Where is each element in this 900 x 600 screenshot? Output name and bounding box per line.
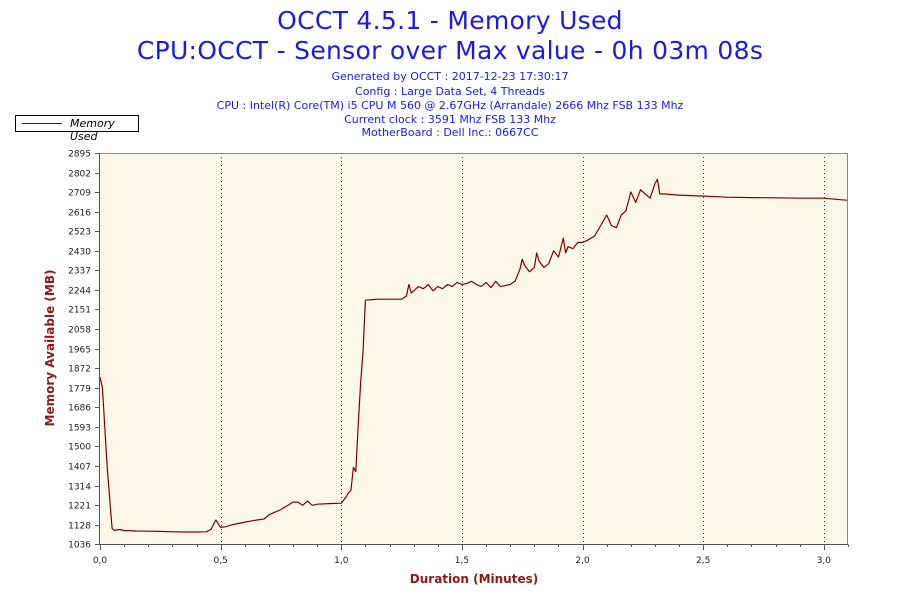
info-current-clock: Current clock : 3591 Mhz FSB 133 Mhz xyxy=(344,113,556,126)
info-generated: Generated by OCCT : 2017-12-23 17:30:17 xyxy=(331,70,569,83)
y-tick-label: 2523 xyxy=(68,228,91,238)
x-tick-label: 1,0 xyxy=(334,556,349,566)
y-tick-label: 2709 xyxy=(68,189,91,199)
y-tick-label: 1500 xyxy=(68,443,91,453)
y-axis-label: Memory Available (MB) xyxy=(43,269,57,427)
x-axis-label: Duration (Minutes) xyxy=(409,572,539,586)
x-tick-label: 0,5 xyxy=(213,556,227,566)
y-tick-label: 1314 xyxy=(68,483,91,493)
legend: Memory Used xyxy=(15,115,139,143)
x-tick-label: 2,5 xyxy=(696,556,710,566)
y-tick-label: 1593 xyxy=(68,424,91,434)
y-tick-label: 1872 xyxy=(68,365,91,375)
chart-title: OCCT 4.5.1 - Memory Used xyxy=(277,6,623,35)
x-tick-label: 0,0 xyxy=(93,556,108,566)
y-tick-label: 2058 xyxy=(68,326,91,336)
legend-label: Memory Used xyxy=(70,117,115,143)
y-tick-label: 1221 xyxy=(68,502,91,512)
legend-swatch xyxy=(22,123,62,124)
y-tick-label: 1965 xyxy=(68,346,91,356)
y-tick-label: 2802 xyxy=(68,170,91,180)
info-cpu: CPU : Intel(R) Core(TM) i5 CPU M 560 @ 2… xyxy=(216,99,684,112)
y-tick-label: 1407 xyxy=(68,463,91,473)
series-line-memory-used xyxy=(99,178,849,533)
y-tick-label: 1779 xyxy=(68,385,91,395)
info-motherboard: MotherBoard : Dell Inc.: 0667CC xyxy=(361,126,539,139)
y-tick-label: 1036 xyxy=(68,541,91,551)
y-tick-label: 2430 xyxy=(68,248,91,258)
x-tick-label: 1,5 xyxy=(455,556,469,566)
x-tick-label: 3,0 xyxy=(817,556,832,566)
x-tick-label: 2,0 xyxy=(575,556,590,566)
y-tick-label: 1128 xyxy=(68,522,91,532)
y-tick-label: 1686 xyxy=(68,404,91,414)
y-tick-label: 2244 xyxy=(68,287,91,297)
y-tick-label: 2895 xyxy=(68,150,91,160)
info-config: Config : Large Data Set, 4 Threads xyxy=(355,85,545,98)
y-tick-label: 2151 xyxy=(68,306,91,316)
y-tick-label: 2337 xyxy=(68,267,91,277)
y-tick-label: 2616 xyxy=(68,209,91,219)
chart-subtitle: CPU:OCCT - Sensor over Max value - 0h 03… xyxy=(136,36,764,65)
plot-area xyxy=(100,153,848,544)
